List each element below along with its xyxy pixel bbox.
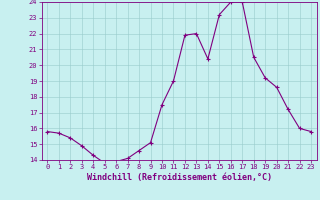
- X-axis label: Windchill (Refroidissement éolien,°C): Windchill (Refroidissement éolien,°C): [87, 173, 272, 182]
